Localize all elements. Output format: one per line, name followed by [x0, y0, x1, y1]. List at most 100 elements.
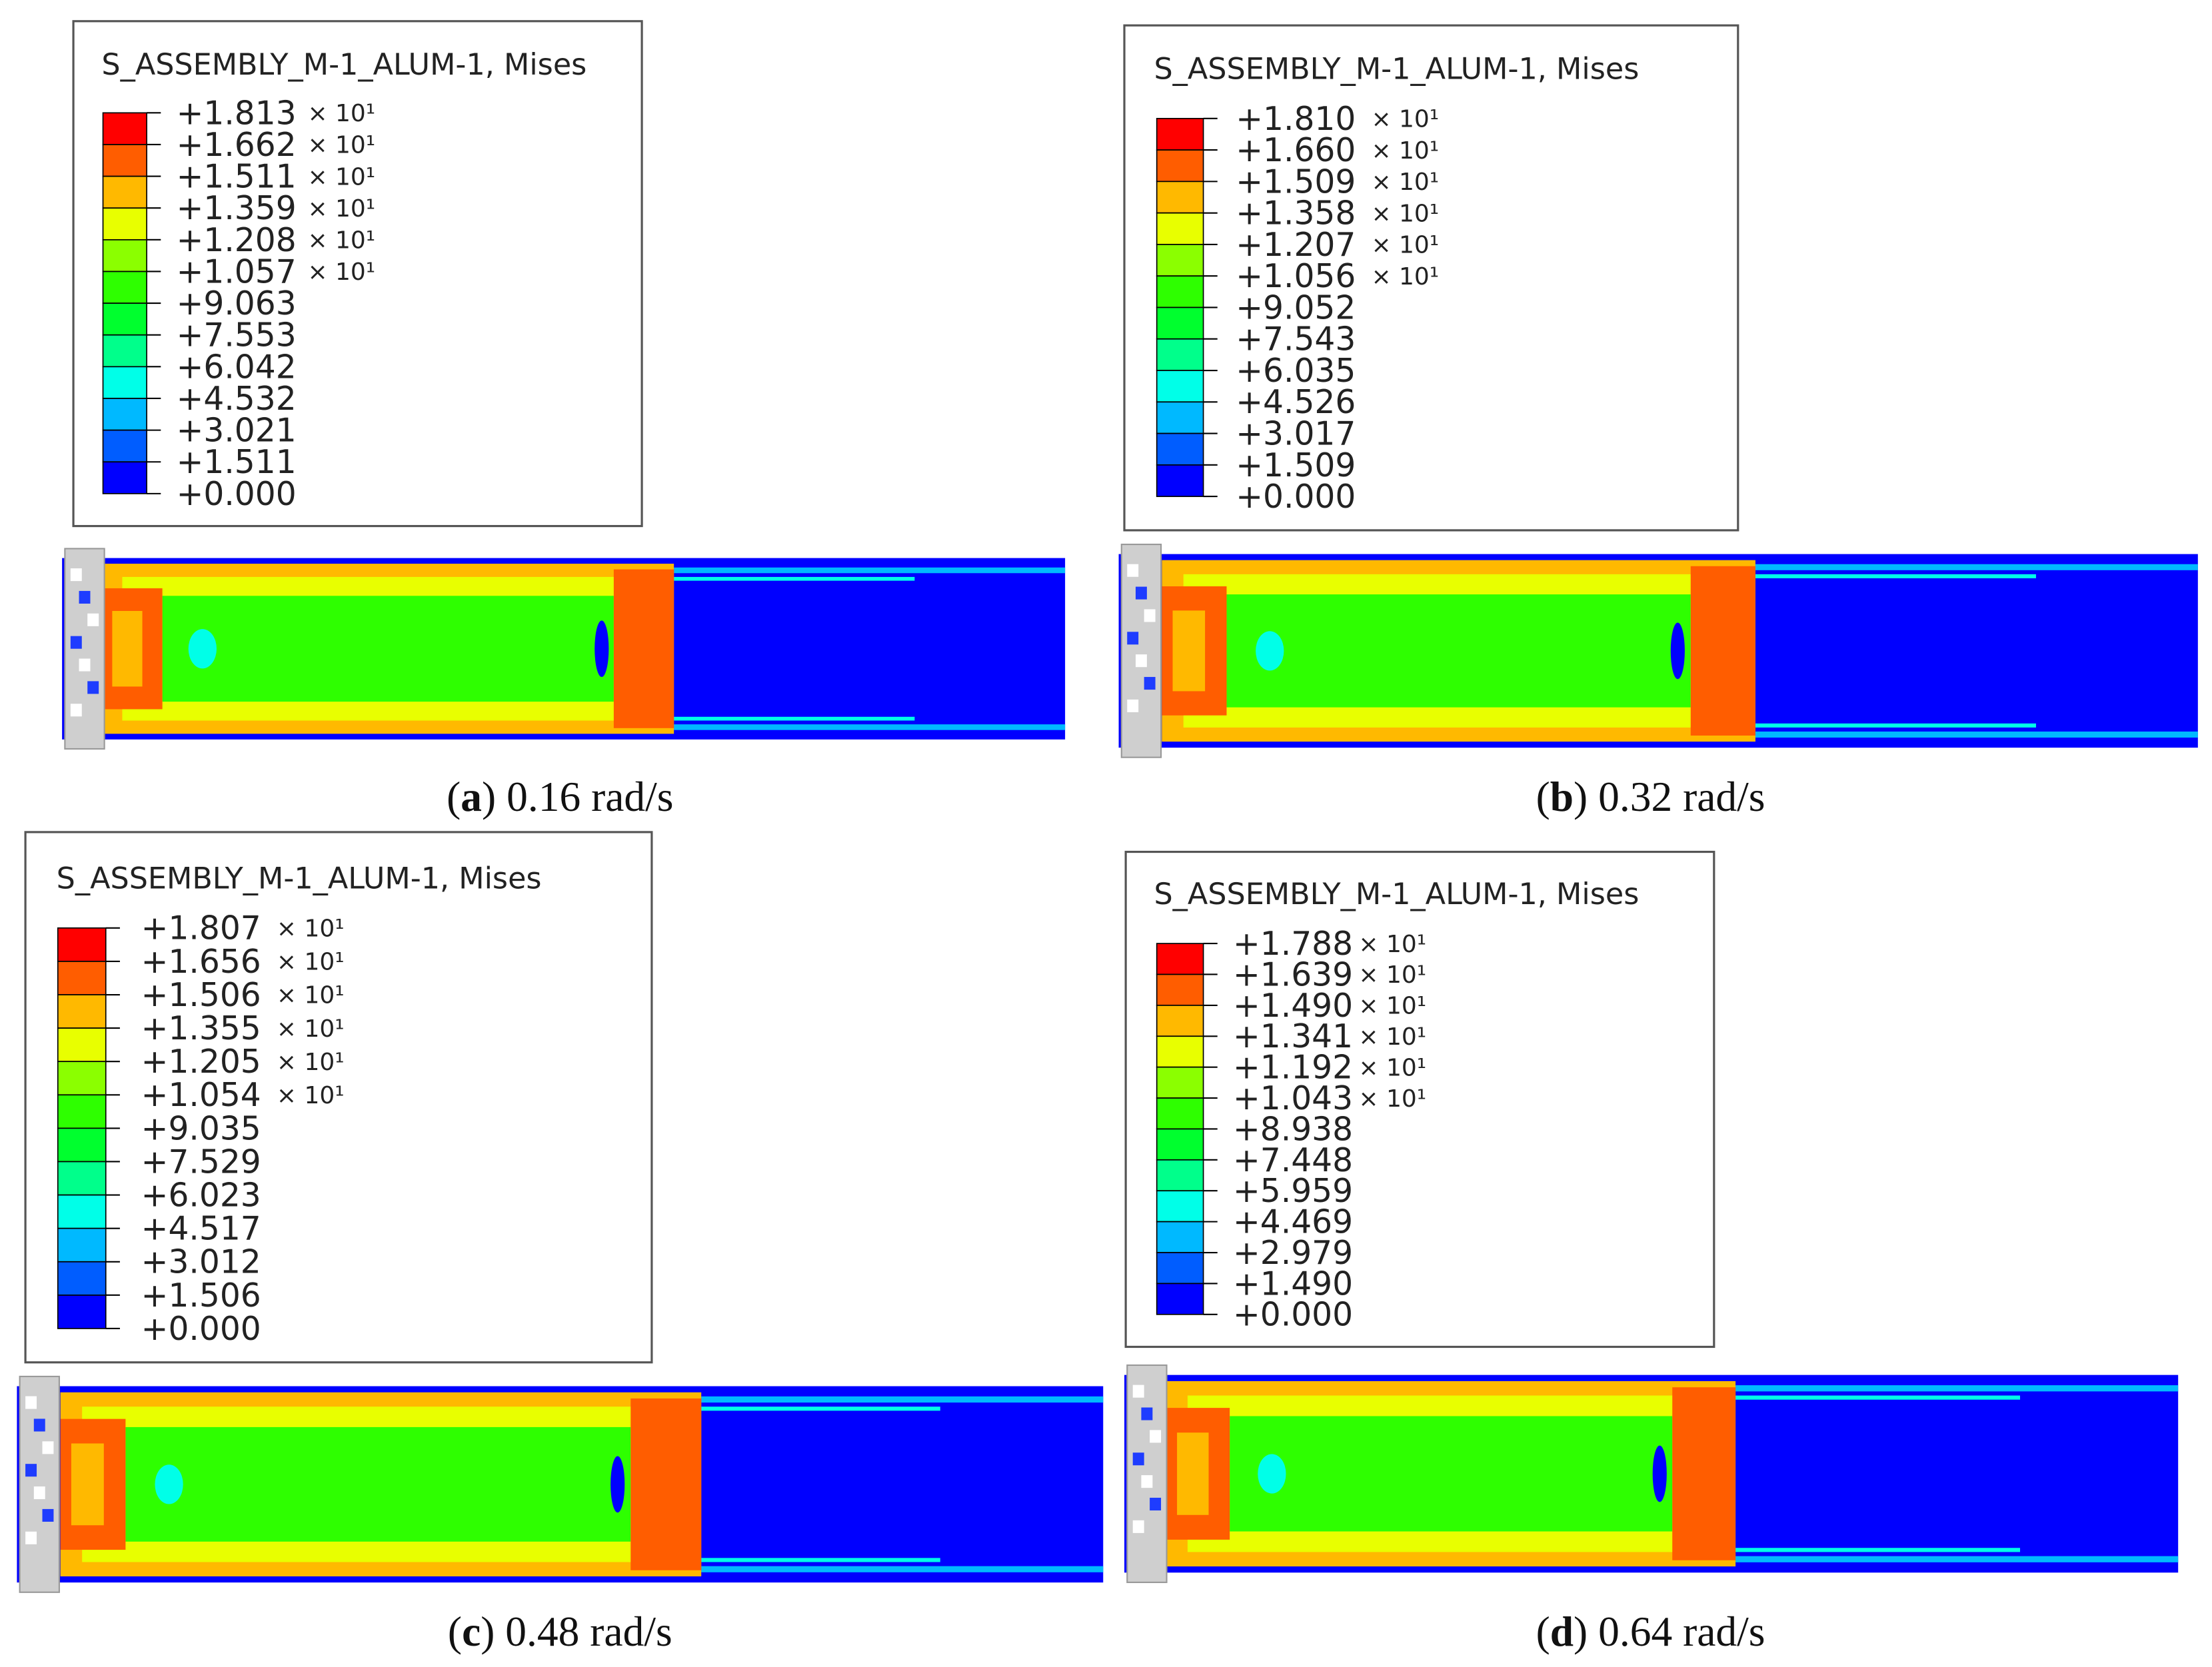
clamp-pattern [1144, 677, 1156, 690]
legend-label: +1.807 [141, 910, 261, 947]
legend-box [72, 20, 643, 528]
panel: S_ASSEMBLY_M-1_ALUM-1, Mises +1.807 × 10¹ +… [17, 831, 1104, 1655]
legend-label: +1.660 [1236, 132, 1356, 169]
legend: S_ASSEMBLY_M-1_ALUM-1, Mises +1.807 × 10¹ +… [24, 831, 653, 1364]
color-band [1156, 1066, 1204, 1099]
color-band [57, 1027, 107, 1063]
legend-label: +1.788 [1233, 925, 1353, 963]
legend-label: +0.000 [177, 476, 297, 513]
color-band [102, 334, 147, 368]
contour-region [701, 1396, 1104, 1403]
legend-label: +3.017 [1236, 415, 1356, 452]
clamp [19, 1375, 60, 1593]
color-band [57, 927, 107, 962]
legend-label: +7.543 [1236, 321, 1356, 358]
color-band [102, 398, 147, 431]
legend-label: +9.063 [177, 285, 297, 322]
color-band [57, 961, 107, 995]
color-band [102, 366, 147, 399]
legend-label: +1.205 [141, 1043, 261, 1081]
clamp [1120, 544, 1162, 758]
color-band [1156, 149, 1204, 183]
legend-multiplier: × 10¹ [277, 1015, 345, 1043]
color-band [57, 1194, 107, 1229]
caption-open: ( [448, 1608, 462, 1655]
legend-label: +3.012 [141, 1244, 261, 1281]
legend-label: +1.509 [1236, 163, 1356, 201]
legend-multiplier: × 10¹ [307, 195, 375, 223]
color-band [1156, 275, 1204, 308]
legend-label: +1.208 [177, 222, 297, 259]
legend-label: +4.517 [141, 1211, 261, 1248]
legend-title: S_ASSEMBLY_M-1_ALUM-1, Mises [1154, 877, 1639, 911]
color-band [1156, 1190, 1204, 1223]
caption-text: ) 0.48 rad/s [481, 1608, 672, 1655]
clamp-pattern [42, 1441, 54, 1454]
contour-region [112, 610, 143, 687]
contour-region [1258, 1454, 1286, 1494]
legend-multiplier: × 10¹ [277, 982, 345, 1009]
color-band [1156, 1252, 1204, 1285]
legend-label: +6.035 [1236, 352, 1356, 390]
clamp-pattern [79, 590, 91, 604]
clamp-pattern [42, 1508, 54, 1522]
contour-region [155, 1464, 183, 1504]
contour-region [1256, 631, 1284, 671]
caption-text: ) 0.64 rad/s [1574, 1608, 1765, 1655]
legend-label: +1.656 [141, 943, 261, 981]
legend-label: +1.056 [1236, 258, 1356, 295]
panel: S_ASSEMBLY_M-1_ALUM-1, Mises +1.810 × 10¹ +… [1118, 24, 2198, 820]
contour-region [1755, 731, 2198, 738]
clamp-pattern [1141, 1407, 1153, 1420]
legend-label: +7.529 [141, 1143, 261, 1181]
contour-region [1670, 622, 1685, 680]
legend-multiplier: × 10¹ [1358, 1085, 1426, 1113]
color-band [57, 994, 107, 1029]
color-band [1156, 464, 1204, 497]
contour-region [613, 569, 674, 728]
color-band [1156, 117, 1204, 151]
legend-multiplier: × 10¹ [1358, 961, 1426, 989]
legend-label: +1.662 [177, 127, 297, 164]
legend-title: S_ASSEMBLY_M-1_ALUM-1, Mises [57, 862, 542, 896]
legend-multiplier: × 10¹ [1371, 200, 1439, 227]
contour-region [701, 1566, 1104, 1572]
clamp-pattern [70, 704, 82, 717]
contour-region [1735, 1385, 2179, 1392]
contour-region [1230, 1416, 1673, 1532]
legend-label: +3.021 [177, 412, 297, 450]
color-band [1156, 1035, 1204, 1068]
legend-label: +1.057 [177, 253, 297, 290]
legend: S_ASSEMBLY_M-1_ALUM-1, Mises +1.810 × 10¹ +… [1123, 24, 1739, 532]
legend-box [1124, 850, 1715, 1349]
contour-region [71, 1443, 104, 1526]
caption-letter: d [1550, 1608, 1574, 1655]
legend-label: +1.341 [1233, 1018, 1353, 1055]
color-band [1156, 401, 1204, 434]
legend-label: +1.054 [141, 1077, 261, 1114]
legend-label: +4.532 [177, 380, 297, 418]
legend-box [1123, 24, 1739, 532]
contour-region [1172, 610, 1206, 692]
legend-label: +1.813 [177, 95, 297, 132]
color-band [1156, 1159, 1204, 1192]
legend-multiplier: × 10¹ [307, 100, 375, 127]
contour-plot [17, 1375, 1104, 1593]
contour-region [1672, 1387, 1736, 1560]
clamp-pattern [1132, 1385, 1144, 1398]
caption: (b) 0.32 rad/s [1536, 773, 1765, 820]
clamp-pattern [1132, 1452, 1144, 1466]
legend-label: +1.358 [1236, 195, 1356, 233]
contour-region [125, 1426, 631, 1542]
legend-label: +2.979 [1233, 1235, 1353, 1272]
contour-region [162, 596, 614, 702]
color-band [1156, 181, 1204, 214]
color-band [57, 1127, 107, 1163]
contour-region [1755, 574, 2036, 578]
legend-label: +1.511 [177, 444, 297, 481]
contour-region [1755, 564, 2198, 570]
color-band [57, 1261, 107, 1296]
color-band [1156, 432, 1204, 466]
caption-letter: a [461, 773, 482, 820]
